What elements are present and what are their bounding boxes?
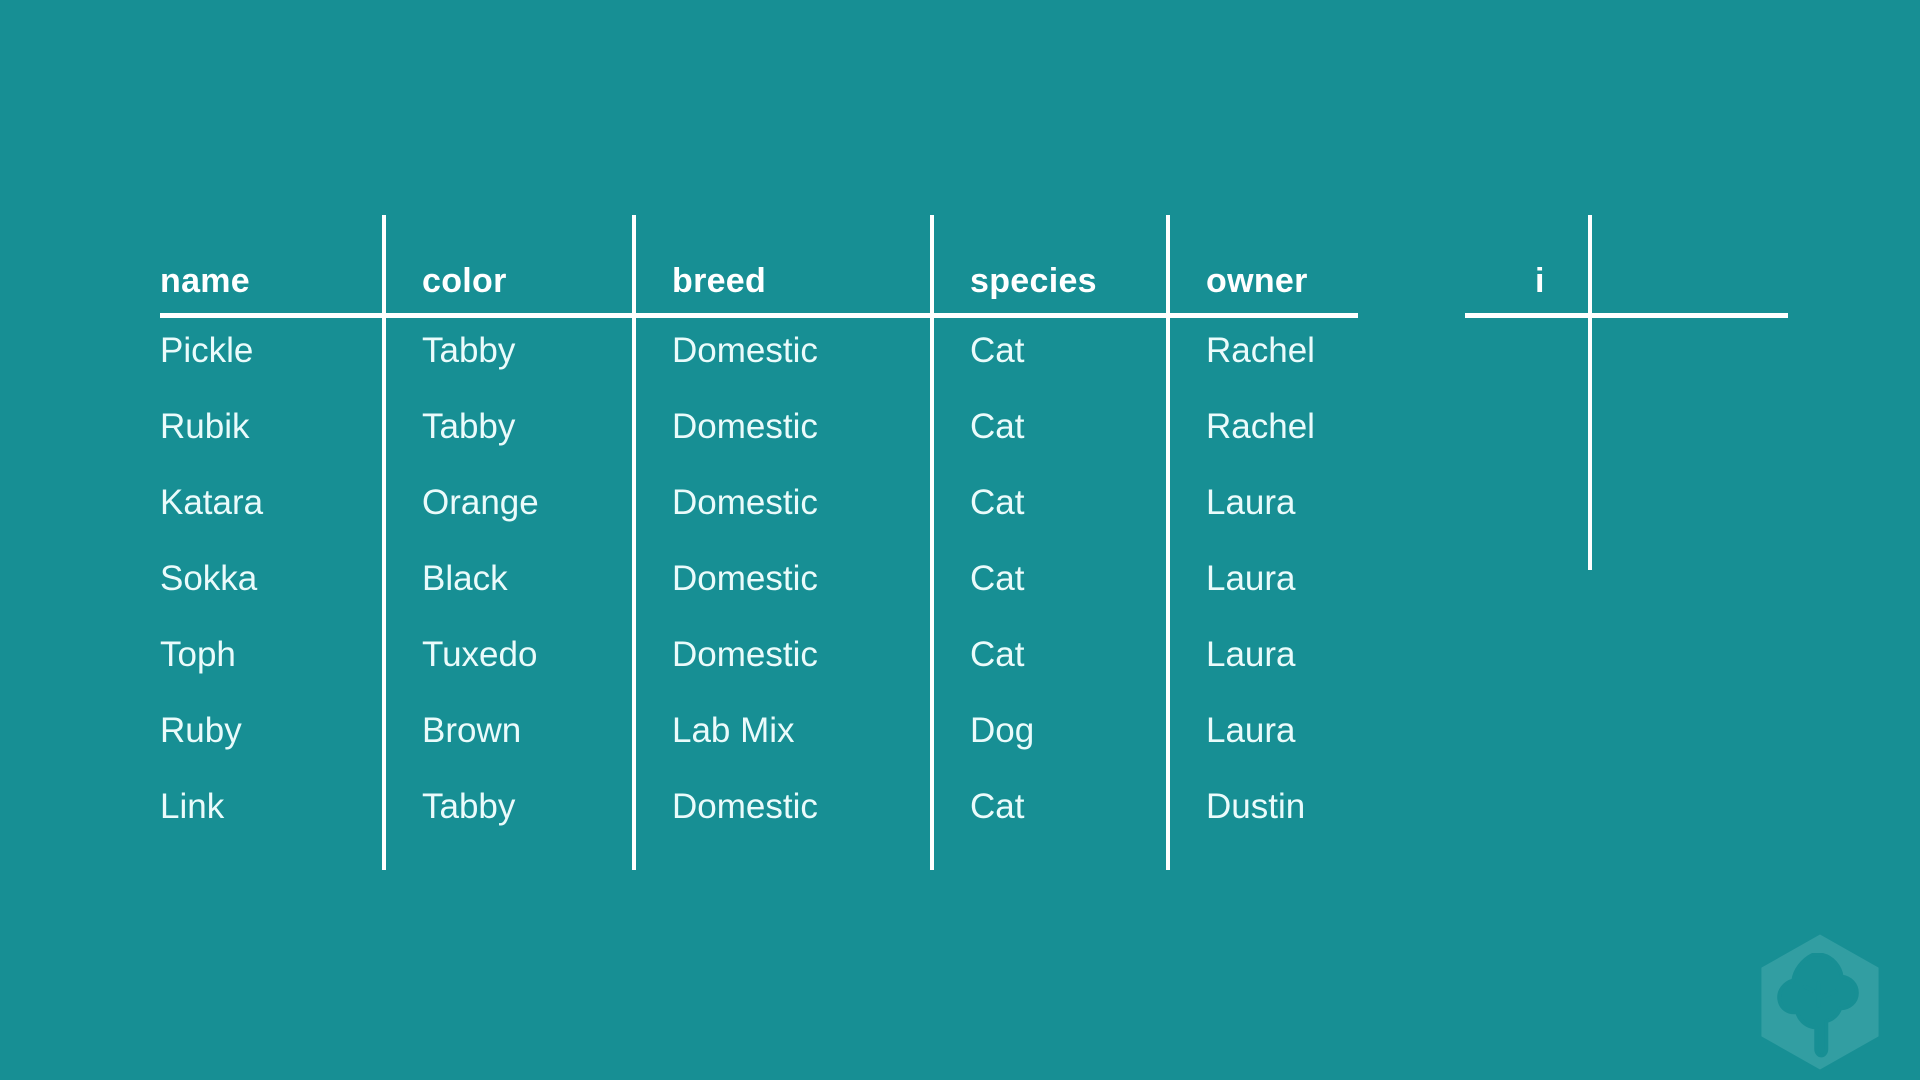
column-divider-color [382,215,386,870]
column-header-breed[interactable]: breed [672,262,767,300]
cell-species: Cat [970,483,1025,522]
cell-species: Cat [970,331,1025,370]
cell-owner: Laura [1206,483,1296,522]
cell-breed: Domestic [672,787,818,826]
cell-breed: Domestic [672,483,818,522]
cell-name: Pickle [160,331,254,370]
cell-species: Cat [970,787,1025,826]
cell-species: Cat [970,407,1025,446]
table-row[interactable]: Ruby Brown Lab Mix Dog Laura [160,693,1790,769]
cell-color: Tuxedo [422,635,538,674]
table-header-row: name color breed species owner i [160,215,1790,313]
cell-name: Toph [160,635,236,674]
cell-color: Brown [422,711,522,750]
column-header-owner[interactable]: owner [1206,262,1308,300]
cell-color: Orange [422,483,539,522]
table-row[interactable]: Link Tabby Domestic Cat Dustin [160,769,1790,845]
table-row[interactable]: Katara Orange Domestic Cat Laura [160,465,1790,541]
cell-color: Tabby [422,407,516,446]
cell-color: Tabby [422,331,516,370]
column-divider-extra [1588,215,1592,570]
column-header-species[interactable]: species [970,262,1097,300]
cell-breed: Domestic [672,559,818,598]
pets-table: name color breed species owner i Pickle Tabby D… [160,215,1790,870]
cell-owner: Rachel [1206,407,1315,446]
cell-owner: Laura [1206,711,1296,750]
header-underline-main [160,313,1358,318]
cell-color: Black [422,559,508,598]
cell-name: Katara [160,483,264,522]
cell-breed: Lab Mix [672,711,795,750]
table-row[interactable]: Sokka Black Domestic Cat Laura [160,541,1790,617]
cell-species: Dog [970,711,1035,750]
cell-owner: Laura [1206,559,1296,598]
table-row[interactable]: Toph Tuxedo Domestic Cat Laura [160,617,1790,693]
cell-name: Rubik [160,407,250,446]
cell-name: Ruby [160,711,242,750]
table-body: Pickle Tabby Domestic Cat Rachel Rubik Tabby Do… [160,313,1790,845]
column-divider-owner [1166,215,1170,870]
cell-color: Tabby [422,787,516,826]
cell-owner: Laura [1206,635,1296,674]
column-divider-species [930,215,934,870]
cell-breed: Domestic [672,407,818,446]
cell-owner: Dustin [1206,787,1306,826]
column-header-i[interactable]: i [1535,262,1545,300]
cell-species: Cat [970,635,1025,674]
table-row[interactable]: Rubik Tabby Domestic Cat Rachel [160,389,1790,465]
cell-owner: Rachel [1206,331,1315,370]
treehouse-hex-logo-icon [1761,934,1879,1070]
column-header-name[interactable]: name [160,262,251,300]
cell-name: Link [160,787,225,826]
cell-name: Sokka [160,559,258,598]
column-header-color[interactable]: color [422,262,507,300]
cell-breed: Domestic [672,331,818,370]
column-divider-breed [632,215,636,870]
cell-breed: Domestic [672,635,818,674]
cell-species: Cat [970,559,1025,598]
table-row[interactable]: Pickle Tabby Domestic Cat Rachel [160,313,1790,389]
header-underline-extra [1465,313,1788,318]
